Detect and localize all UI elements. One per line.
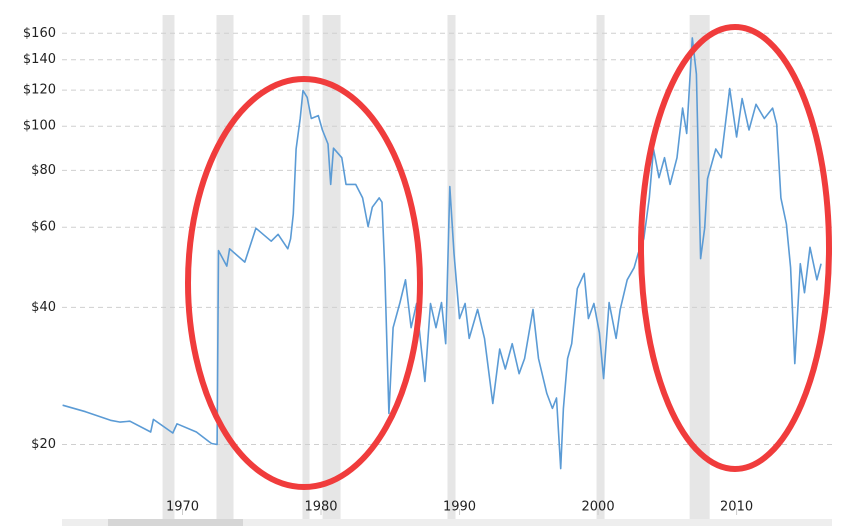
y-tick-label: $40 <box>31 300 56 315</box>
x-tick-label: 2000 <box>582 500 615 515</box>
recession-band <box>596 15 605 520</box>
recession-band <box>302 15 310 520</box>
scrollbar-thumb[interactable] <box>108 519 243 526</box>
scrollbar-track[interactable] <box>62 519 832 526</box>
y-tick-label: $120 <box>23 83 56 98</box>
recession-band <box>689 15 710 520</box>
label-layer: $20 $40 $60 $80 $100 $120 $140 $160 1970 1980 1990… <box>23 26 753 515</box>
x-tick-label: 1980 <box>304 500 337 515</box>
y-tick-label: $80 <box>31 163 56 178</box>
y-tick-label: $60 <box>31 220 56 235</box>
y-tick-label: $20 <box>31 437 56 452</box>
recession-band <box>447 15 456 520</box>
y-tick-label: $160 <box>23 26 56 41</box>
price-line <box>62 37 822 470</box>
x-tick-label: 2010 <box>720 500 753 515</box>
highlight-ellipse <box>185 76 423 490</box>
x-tick-label: 1970 <box>166 500 199 515</box>
recession-layer <box>162 15 710 520</box>
x-tick-label: 1990 <box>443 500 476 515</box>
y-tick-label: $100 <box>23 119 56 134</box>
y-tick-label: $140 <box>23 52 56 67</box>
highlight-ellipse <box>638 24 832 472</box>
line-layer <box>62 37 822 470</box>
grid-layer <box>62 32 836 515</box>
recession-band <box>162 15 175 520</box>
